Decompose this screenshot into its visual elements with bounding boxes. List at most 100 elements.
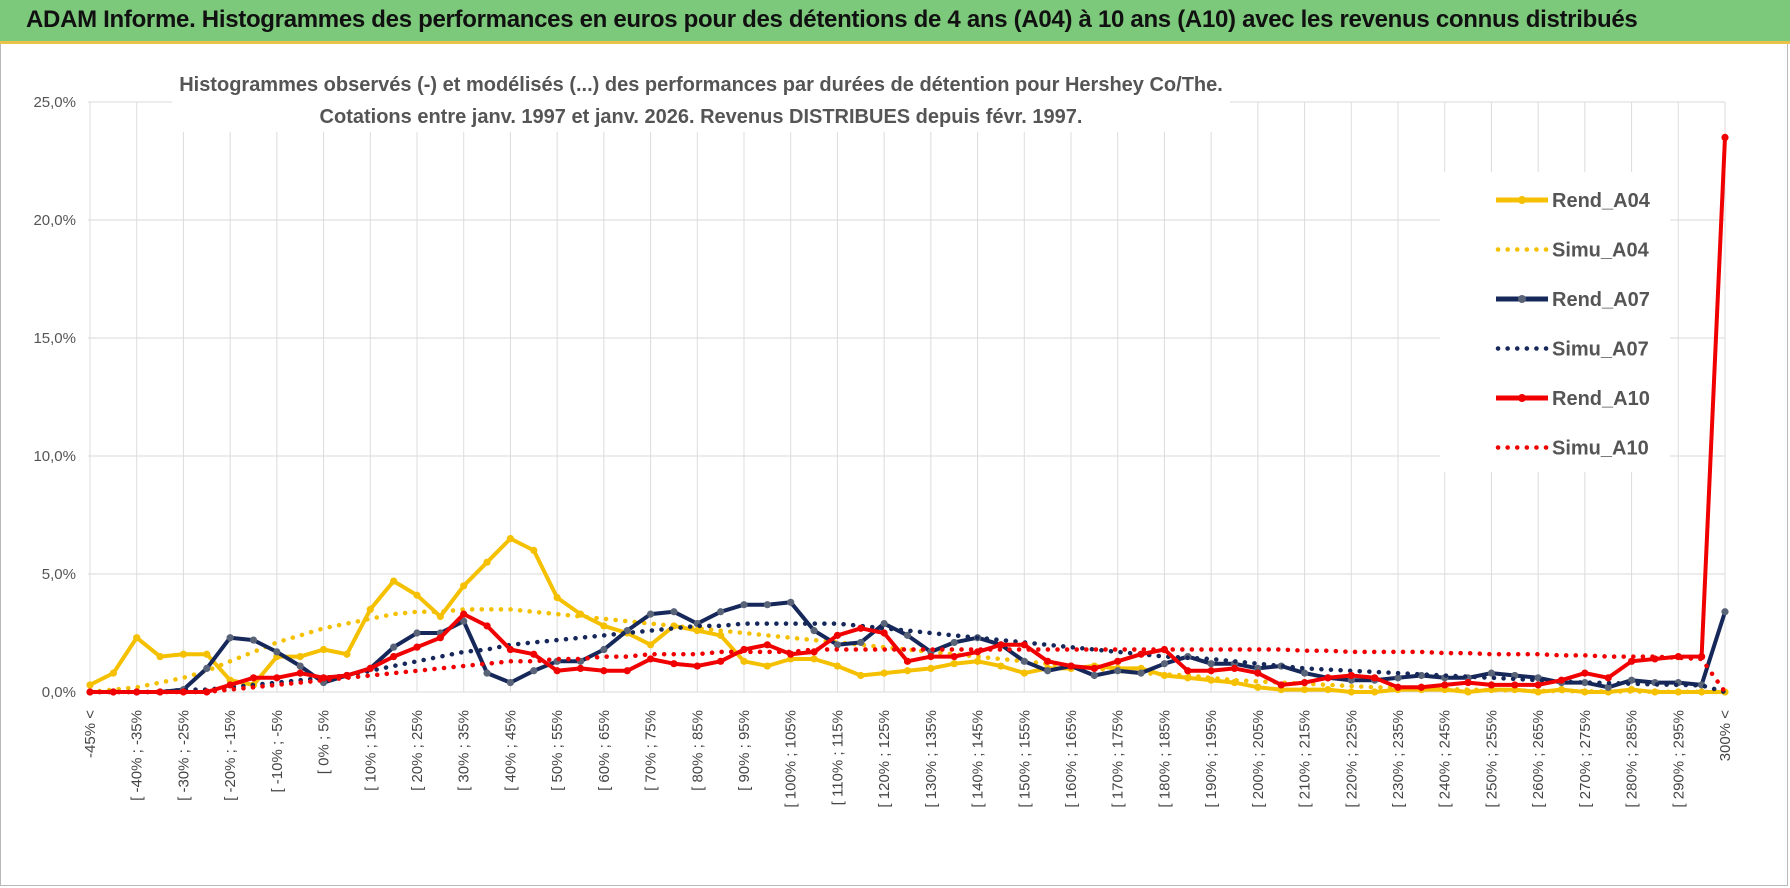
point-Rend_A04 <box>717 631 725 639</box>
point-Rend_A10 <box>436 634 444 642</box>
point-Rend_A04 <box>1347 688 1355 696</box>
point-Rend_A10 <box>366 664 374 673</box>
point-Rend_A10 <box>1394 683 1402 691</box>
legend-marker <box>1518 394 1526 402</box>
x-tick-label: [ 90% ; 95% <box>736 710 753 791</box>
legend-bg <box>1440 172 1670 472</box>
point-Rend_A10 <box>1300 678 1309 687</box>
point-Rend_A04 <box>973 657 982 665</box>
point-Rend_A04 <box>857 671 865 680</box>
y-tick-label: 10,0% <box>33 448 76 465</box>
point-Rend_A07 <box>273 648 281 656</box>
x-tick-label: [ 180% ; 185% <box>1156 710 1173 808</box>
point-Rend_A07 <box>1044 667 1052 675</box>
y-tick-label: 15,0% <box>33 330 76 347</box>
point-Rend_A04 <box>343 650 351 658</box>
point-Rend_A04 <box>506 535 515 543</box>
legend-item-Simu_A07: Simu_A07 <box>1495 339 1649 361</box>
x-tick-label: [ 250% ; 255% <box>1483 710 1500 808</box>
point-Rend_A10 <box>483 622 491 630</box>
point-Rend_A04 <box>810 655 818 663</box>
line-Simu_A10 <box>87 647 1728 695</box>
chart-title-line2: Cotations entre janv. 1997 et janv. 2026… <box>320 106 1083 128</box>
point-Rend_A10 <box>109 688 117 696</box>
point-Rend_A10 <box>1557 676 1566 684</box>
x-tick-label: [ 40% ; 45% <box>502 710 519 791</box>
point-Rend_A10 <box>1044 657 1052 665</box>
x-tick-label: [ 150% ; 155% <box>1016 710 1033 808</box>
point-Rend_A04 <box>1371 688 1379 696</box>
point-Rend_A10 <box>880 629 888 637</box>
point-Rend_A07 <box>646 610 655 618</box>
point-Rend_A07 <box>1160 660 1169 668</box>
point-Rend_A10 <box>857 624 865 632</box>
x-tick-label: [ 130% ; 135% <box>923 710 940 808</box>
x-tick-label: [ 220% ; 225% <box>1343 710 1360 808</box>
x-tick-label: [ 80% ; 85% <box>689 710 706 791</box>
point-Rend_A10 <box>833 631 842 639</box>
point-Rend_A07 <box>413 629 421 637</box>
point-Rend_A10 <box>390 653 398 661</box>
point-Rend_A07 <box>1721 608 1729 616</box>
point-Rend_A04 <box>1300 686 1309 694</box>
x-tick-label: [ 110% ; 115% <box>829 710 846 805</box>
legend-item-Simu_A04: Simu_A04 <box>1495 240 1650 262</box>
point-Rend_A07 <box>1207 660 1215 668</box>
point-Rend_A07 <box>390 643 398 651</box>
report-title: ADAM Informe. Histogrammes des performan… <box>26 6 1638 33</box>
point-Rend_A07 <box>740 601 748 609</box>
point-Rend_A04 <box>693 627 701 635</box>
point-Rend_A10 <box>506 645 515 654</box>
series-Simu_A10 <box>87 647 1728 695</box>
point-Rend_A07 <box>1581 678 1589 687</box>
y-tick-label: 0,0% <box>42 684 76 701</box>
point-Rend_A04 <box>483 558 491 566</box>
x-tick-label: [ -20% ; -15% <box>222 710 239 801</box>
point-Rend_A04 <box>413 591 421 599</box>
point-Rend_A07 <box>623 627 631 635</box>
x-tick-label: [ 140% ; 145% <box>970 710 987 808</box>
x-tick-label: [ 70% ; 75% <box>643 710 660 791</box>
point-Rend_A10 <box>249 674 258 682</box>
point-Rend_A04 <box>1324 686 1332 694</box>
point-Rend_A10 <box>623 667 631 675</box>
point-Rend_A10 <box>717 657 725 665</box>
point-Rend_A07 <box>506 678 515 687</box>
point-Rend_A07 <box>950 638 958 647</box>
point-Rend_A10 <box>903 657 912 665</box>
point-Rend_A10 <box>1324 674 1332 682</box>
point-Rend_A10 <box>1441 681 1449 689</box>
x-tick-label: [ 190% ; 195% <box>1203 710 1220 808</box>
point-Rend_A10 <box>1534 681 1542 689</box>
legend-label: Rend_A07 <box>1552 289 1650 311</box>
point-Rend_A10 <box>927 653 935 661</box>
point-Rend_A07 <box>903 631 912 639</box>
point-Rend_A07 <box>249 636 258 644</box>
point-Rend_A04 <box>366 605 374 614</box>
point-Rend_A10 <box>1417 683 1425 691</box>
point-Rend_A04 <box>1254 683 1262 691</box>
y-tick-label: 5,0% <box>42 566 76 583</box>
point-Rend_A04 <box>109 669 117 677</box>
x-tick-label: [ 0% ; 5% <box>316 710 333 774</box>
point-Rend_A10 <box>1207 667 1215 675</box>
x-tick-label: [ 290% ; 295% <box>1670 710 1687 808</box>
point-Rend_A07 <box>296 662 304 670</box>
x-tick-label: [ 230% ; 235% <box>1390 710 1407 808</box>
point-Rend_A07 <box>880 619 888 628</box>
point-Rend_A07 <box>787 598 795 606</box>
x-tick-label: [ 170% ; 175% <box>1110 710 1127 808</box>
x-tick-label: [ 30% ; 35% <box>456 710 473 791</box>
point-Rend_A10 <box>460 610 468 618</box>
point-Rend_A10 <box>1137 650 1145 658</box>
point-Rend_A10 <box>1464 678 1472 687</box>
legend-item-Rend_A07: Rend_A07 <box>1496 289 1650 311</box>
point-Rend_A10 <box>226 681 234 689</box>
point-Rend_A07 <box>226 634 234 642</box>
point-Rend_A07 <box>483 669 491 677</box>
point-Rend_A04 <box>436 612 444 621</box>
chart-title-line1: Histogrammes observés (-) et modélisés (… <box>179 74 1223 96</box>
x-tick-label: [ 200% ; 205% <box>1250 710 1267 808</box>
point-Rend_A10 <box>670 660 678 668</box>
